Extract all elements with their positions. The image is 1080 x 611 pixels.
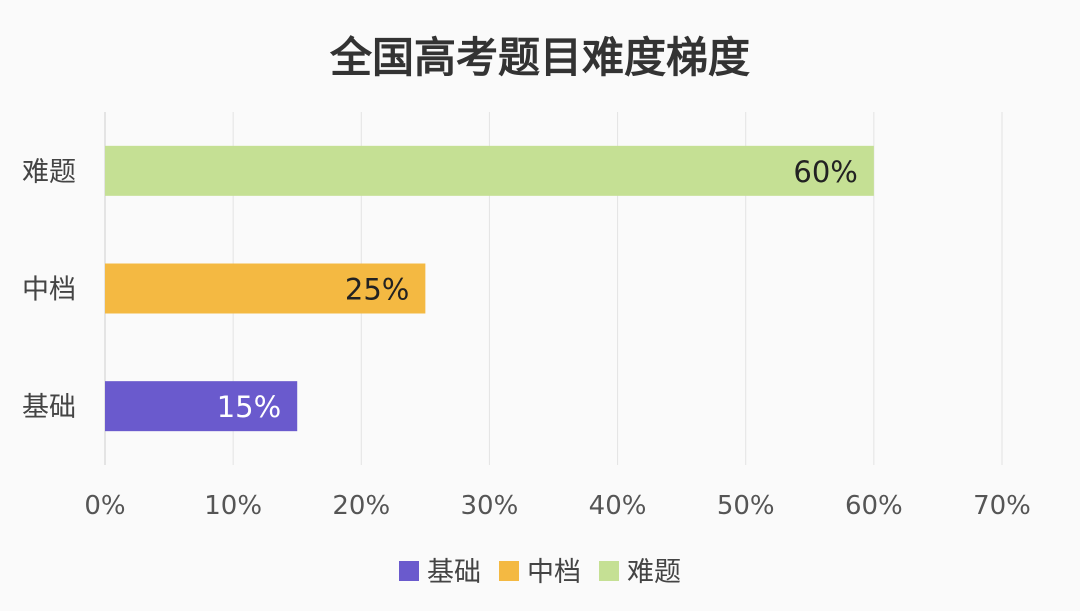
- category-label: 基础: [22, 392, 76, 423]
- legend-label: 基础: [427, 557, 481, 588]
- x-tick-label: 40%: [589, 491, 647, 521]
- data-label: 15%: [217, 390, 281, 424]
- legend-label: 难题: [627, 557, 681, 588]
- x-tick-label: 70%: [973, 491, 1031, 521]
- bar-中档: [105, 263, 426, 314]
- legend-label: 中档: [527, 557, 581, 588]
- data-label: 60%: [793, 155, 857, 189]
- chart-title: 全国高考题目难度梯度: [329, 33, 750, 82]
- x-tick-label: 0%: [84, 491, 125, 521]
- bar-难题: [105, 145, 874, 196]
- legend-swatch-基础: [399, 561, 419, 581]
- data-label: 25%: [345, 273, 409, 307]
- x-tick-label: 50%: [717, 491, 775, 521]
- category-label: 难题: [22, 157, 76, 188]
- bar-基础: [105, 381, 298, 432]
- legend-swatch-中档: [499, 561, 519, 581]
- category-label: 中档: [22, 275, 76, 306]
- x-tick-label: 30%: [461, 491, 519, 521]
- legend-swatch-难题: [599, 561, 619, 581]
- x-tick-label: 20%: [332, 491, 390, 521]
- x-tick-label: 60%: [845, 491, 903, 521]
- x-tick-label: 10%: [204, 491, 262, 521]
